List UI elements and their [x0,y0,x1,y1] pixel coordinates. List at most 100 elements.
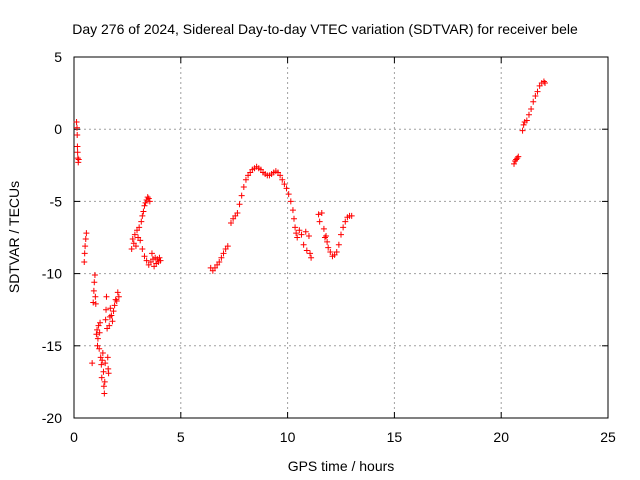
data-point [148,250,155,257]
data-point [283,185,290,192]
data-point [216,259,223,266]
y-tick-label: -15 [42,338,62,354]
data-point [102,316,109,323]
data-point [107,305,114,312]
data-point [81,259,88,266]
data-point [145,195,152,202]
x-tick-label: 20 [493,429,509,445]
data-point [292,224,299,231]
data-point [234,209,241,216]
data-point [97,354,104,361]
data-point [305,233,312,240]
data-point [98,361,105,368]
data-point [99,357,106,364]
data-point [137,237,144,244]
data-point [335,241,342,248]
data-point [285,191,292,198]
data-point [333,248,340,255]
data-point [139,212,146,219]
data-point [91,279,98,286]
data-point [98,374,105,381]
data-point [112,296,119,303]
y-tick-label: -20 [42,410,62,426]
data-point [300,241,307,248]
data-point [236,201,243,208]
data-point [110,308,117,315]
data-point [316,218,323,225]
data-point [81,250,88,257]
data-point [156,254,163,261]
data-point [323,233,330,240]
data-point [293,230,300,237]
data-point [131,231,138,238]
y-axis-title: SDTVAR / TECUs [6,181,22,293]
data-point [82,243,89,250]
data-point [142,199,149,206]
data-point [91,272,98,279]
data-point [138,218,145,225]
axis-ticks [73,56,609,419]
data-point [218,254,225,261]
data-point [157,257,164,264]
data-point [100,368,107,375]
data-point [141,202,148,209]
data-point [96,345,103,352]
data-point [523,117,530,124]
data-point [90,287,97,294]
data-point [83,230,90,237]
x-tick-label: 15 [387,429,403,445]
data-point [532,92,539,99]
data-point [315,211,322,218]
data-point [74,149,81,156]
data-point [106,322,113,329]
data-point [109,318,116,325]
data-point [144,194,151,201]
data-point [302,228,309,235]
data-point [321,234,328,241]
data-point [308,254,315,261]
grid-lines [74,57,608,418]
data-point [303,247,310,254]
data-point [102,360,109,367]
data-point [140,208,147,215]
y-tick-label: 0 [54,121,62,137]
data-point [511,160,518,167]
data-point [115,293,122,300]
data-point [307,250,314,257]
y-tick-label: 5 [54,49,62,65]
data-point [227,220,234,227]
data-point [281,181,288,188]
data-point [342,218,349,225]
data-point [224,243,231,250]
data-point [528,105,535,112]
data-point [141,253,148,260]
data-point [519,127,526,134]
data-point [73,124,80,131]
x-tick-label: 10 [280,429,296,445]
data-point [99,350,106,357]
data-point [97,319,104,326]
data-point [289,207,296,214]
data-point [146,198,153,205]
data-point [111,302,118,309]
data-point [129,235,136,242]
data-point [113,298,120,305]
data-point [340,224,347,231]
data-point [89,360,96,367]
data-point [525,111,532,118]
data-point [520,121,527,128]
data-point [93,331,100,338]
data-point [294,234,301,241]
data-point [101,378,108,385]
data-point [515,153,522,160]
data-point [101,390,108,397]
data-point [92,300,99,307]
data-point [75,156,82,163]
data-point [338,231,344,238]
data-point [325,244,332,251]
data-point [95,322,102,329]
data-point [132,243,139,250]
data-point [348,212,355,219]
data-point [327,248,334,255]
data-point [514,155,521,162]
